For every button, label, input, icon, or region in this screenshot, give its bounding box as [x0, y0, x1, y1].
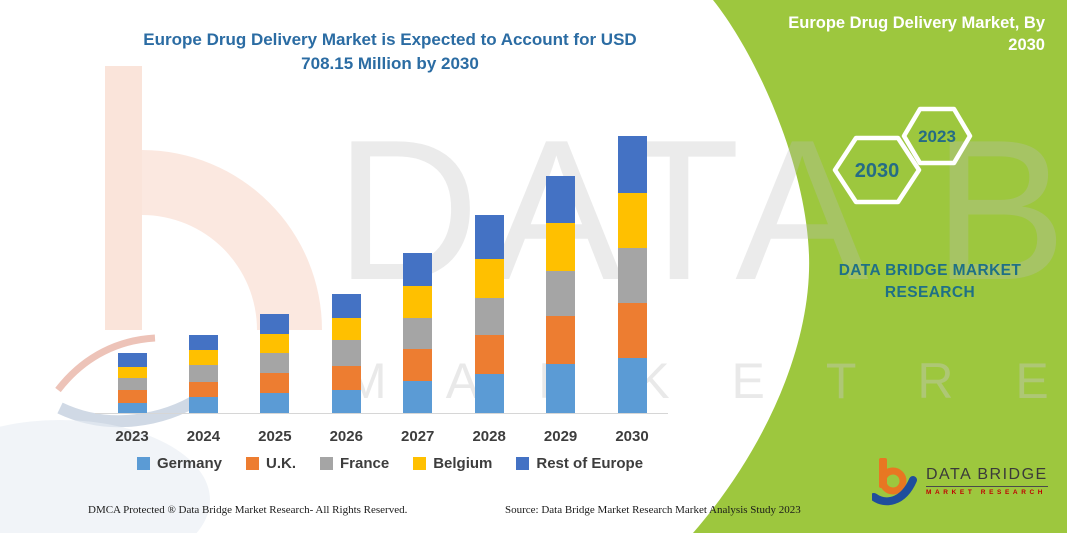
- side-panel-heading-line1: Europe Drug Delivery Market, By: [788, 14, 1045, 32]
- brand-text-line1: DATA BRIDGE MARKET: [838, 262, 1022, 279]
- bar-segment-belgium-2029: [546, 223, 576, 271]
- x-axis-label-2026: 2026: [329, 428, 363, 445]
- brand-text: DATA BRIDGE MARKET RESEARCH: [800, 260, 1060, 305]
- hexagon-2030-label: 2030: [855, 160, 900, 182]
- legend-label: U.K.: [265, 455, 296, 472]
- bar-segment-belgium-2028: [474, 259, 504, 298]
- chart-title-line2: 708.15 Million by 2030: [301, 53, 479, 73]
- logo-text: DATA BRIDGE MARKET RESEARCH: [926, 466, 1048, 496]
- logo-b-bowl: [879, 467, 907, 495]
- bar-segment-u-k--2030: [617, 303, 647, 359]
- bar-segment-belgium-2027: [403, 285, 433, 318]
- logo-subtitle: MARKET RESEARCH: [926, 489, 1047, 496]
- legend-swatch: [516, 457, 530, 470]
- footer-source-text: Source: Data Bridge Market Research Mark…: [505, 504, 801, 516]
- bar-segment-france-2025: [260, 352, 290, 374]
- bar-segment-germany-2023: [117, 402, 147, 413]
- bar-segment-u-k--2023: [117, 389, 147, 403]
- bar-segment-u-k--2028: [474, 334, 504, 374]
- legend-label: Germany: [156, 455, 222, 472]
- x-axis-label-2030: 2030: [615, 428, 649, 445]
- logo-blue-swoosh: [872, 476, 917, 506]
- legend-item-rest-of-europe: Rest of Europe: [516, 455, 643, 472]
- logo-title: DATA BRIDGE: [926, 466, 1048, 487]
- legend-item-france: France: [319, 455, 390, 472]
- legend-swatch: [245, 457, 259, 470]
- bar-segment-u-k--2025: [260, 373, 290, 394]
- bar-segment-germany-2024: [188, 396, 218, 413]
- hexagon-2023: [901, 106, 973, 166]
- x-axis-line: [95, 413, 668, 414]
- x-axis-label-2028: 2028: [472, 428, 506, 445]
- bar-segment-germany-2030: [617, 358, 647, 413]
- bar-segment-germany-2028: [474, 373, 504, 413]
- bar-segment-belgium-2024: [188, 350, 218, 365]
- bar-segment-france-2024: [188, 364, 218, 383]
- legend-item-u-k-: U.K.: [245, 455, 296, 472]
- bar-segment-rest-of-europe-2024: [188, 335, 218, 351]
- company-logo: DATA BRIDGE MARKET RESEARCH: [872, 456, 1057, 506]
- bar-segment-france-2028: [474, 297, 504, 335]
- bar-segment-germany-2029: [546, 363, 576, 413]
- chart-title: Europe Drug Delivery Market is Expected …: [95, 28, 685, 76]
- bar-segment-rest-of-europe-2025: [260, 314, 290, 334]
- legend-label: Rest of Europe: [536, 455, 644, 472]
- bar-segment-france-2026: [331, 340, 361, 367]
- green-panel-shape: [693, 0, 1067, 533]
- hexagon-2030: [832, 135, 922, 205]
- bar-segment-germany-2027: [403, 381, 433, 413]
- bar-segment-france-2023: [117, 378, 147, 390]
- legend-item-germany: Germany: [136, 455, 222, 472]
- legend-swatch: [413, 457, 427, 470]
- chart-legend: Germany U.K. France Belgium Rest of Europe: [80, 455, 700, 472]
- legend-label: Belgium: [433, 455, 493, 472]
- bar-segment-u-k--2027: [403, 348, 433, 382]
- bar-segment-belgium-2026: [331, 317, 361, 341]
- bar-segment-rest-of-europe-2028: [474, 215, 504, 260]
- side-panel-heading-line2: 2030: [1008, 36, 1045, 55]
- bar-segment-u-k--2024: [188, 382, 218, 397]
- chart-title-line1: Europe Drug Delivery Market is Expected …: [143, 30, 637, 49]
- logo-b-icon: [872, 458, 917, 506]
- bar-segment-belgium-2023: [117, 367, 147, 379]
- legend-item-belgium: Belgium: [413, 455, 492, 472]
- bar-segment-france-2030: [617, 247, 647, 304]
- bar-segment-rest-of-europe-2026: [331, 293, 361, 318]
- side-panel-heading: Europe Drug Delivery Market, By 2030: [715, 12, 1045, 57]
- x-axis-label-2027: 2027: [401, 428, 435, 445]
- bar-segment-germany-2026: [331, 389, 361, 413]
- bar-segment-rest-of-europe-2027: [403, 253, 433, 286]
- x-axis-label-2024: 2024: [186, 428, 221, 445]
- bar-segment-france-2027: [403, 317, 433, 349]
- bar-segment-u-k--2026: [331, 366, 361, 390]
- bar-segment-rest-of-europe-2023: [117, 353, 147, 368]
- hexagon-2023-label: 2023: [918, 127, 956, 146]
- bar-segment-belgium-2030: [617, 192, 647, 248]
- brand-text-line2: RESEARCH: [884, 284, 976, 302]
- bar-segment-rest-of-europe-2029: [546, 175, 576, 224]
- bar-segment-germany-2025: [260, 393, 290, 413]
- bar-segment-rest-of-europe-2030: [617, 136, 647, 193]
- legend-swatch: [319, 457, 333, 470]
- bar-segment-belgium-2025: [260, 333, 290, 353]
- bar-segment-u-k--2029: [546, 315, 576, 364]
- bar-segment-france-2029: [546, 270, 576, 316]
- footer-dmca-text: DMCA Protected ® Data Bridge Market Rese…: [88, 504, 408, 516]
- legend-label: France: [339, 455, 390, 472]
- stacked-bar-plot: 2023 2024 2025 2026 2027 2028 2029 2030: [115, 136, 649, 445]
- watermark-text-databridge: DATA BRIDGE: [335, 99, 1067, 322]
- watermark-text-marketresearch: M A R K E T R E S E A R C H: [345, 353, 1067, 409]
- x-axis-label-2023: 2023: [115, 428, 149, 445]
- x-axis-label-2029: 2029: [543, 428, 578, 445]
- x-axis-label-2025: 2025: [258, 428, 292, 445]
- legend-swatch: [136, 457, 150, 470]
